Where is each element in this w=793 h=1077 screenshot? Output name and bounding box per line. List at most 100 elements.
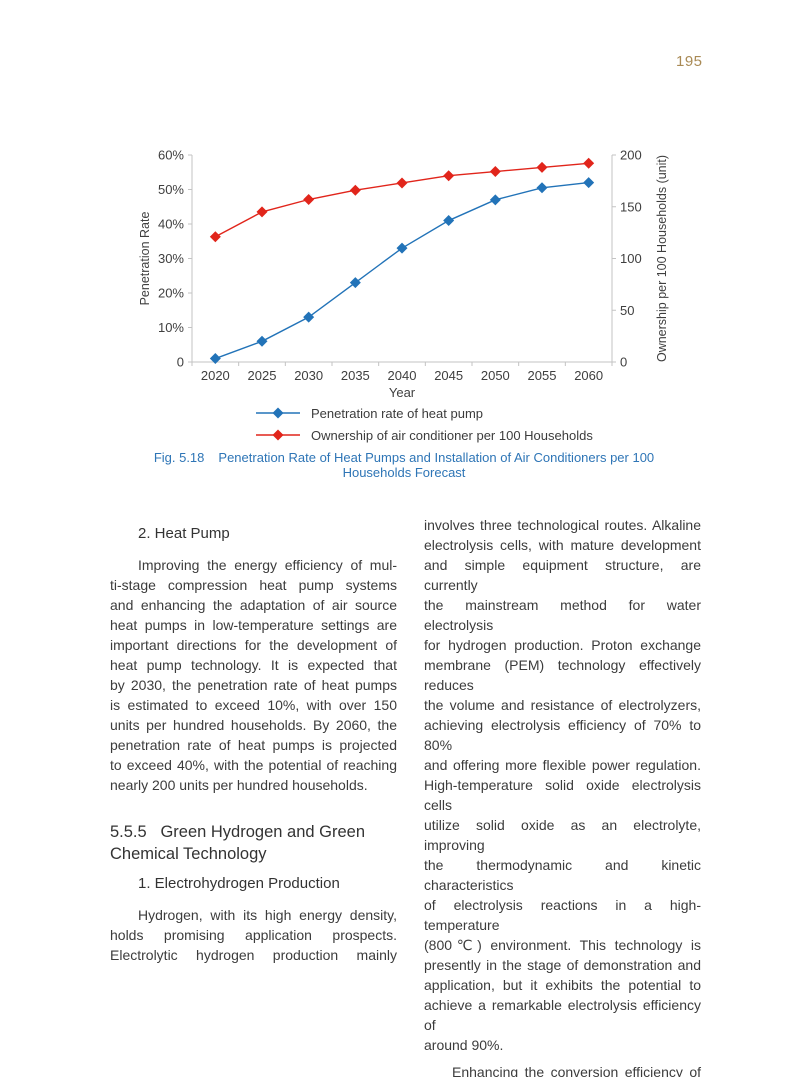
legend-label: Ownership of air conditioner per 100 Hou… bbox=[311, 427, 593, 443]
text-line: important directions for the development… bbox=[110, 637, 397, 653]
diamond-marker-icon bbox=[536, 182, 548, 194]
diamond-marker-icon bbox=[349, 277, 361, 289]
diamond-marker-icon bbox=[443, 170, 455, 182]
series-heat-pump bbox=[209, 177, 595, 365]
diamond-marker-icon bbox=[583, 177, 595, 189]
diamond-marker-icon bbox=[256, 335, 268, 347]
diamond-marker-icon bbox=[303, 194, 315, 206]
text-line: Hydrogen, with its high energy density, bbox=[138, 907, 397, 923]
diamond-marker-icon bbox=[489, 166, 501, 178]
text-line: 5.5.5 Green Hydrogen and Green bbox=[110, 823, 365, 841]
right-axis-tick-label: 0 bbox=[620, 355, 627, 370]
paragraph-hydrogen-density: Hydrogen, with its high energy density, h… bbox=[110, 905, 397, 965]
diamond-marker-icon bbox=[349, 184, 361, 196]
x-axis-tick-label: 2055 bbox=[528, 368, 557, 383]
text-line: nearly 200 units per hundred households. bbox=[110, 777, 368, 793]
right-axis-tick-label: 100 bbox=[620, 251, 642, 266]
x-axis-tick-label: 2035 bbox=[341, 368, 370, 383]
left-column: 2. Heat Pump Improving the energy effici… bbox=[110, 515, 397, 965]
text-line: to exceed 40%, with the potential of rea… bbox=[110, 757, 397, 773]
legend-diamond-marker-icon bbox=[256, 407, 300, 419]
diamond-marker-icon bbox=[583, 157, 595, 169]
text-line: units per hundred households. By 2060, t… bbox=[110, 717, 397, 733]
diamond-marker-icon bbox=[443, 215, 455, 227]
right-axis-tick-label: 150 bbox=[620, 199, 642, 214]
x-axis-tick-label: 2040 bbox=[388, 368, 417, 383]
left-axis-tick-label: 20% bbox=[158, 286, 184, 301]
dual-axis-line-chart: 0 10% 20% 30% 40% 50% 60% 0 50 100 150 200 2020 2025 2… bbox=[138, 148, 669, 401]
text-line: and enhancing the adaptation of air sour… bbox=[110, 597, 397, 613]
diamond-marker-icon bbox=[303, 311, 315, 323]
text-line: heat pump technology. It is expected tha… bbox=[110, 657, 397, 673]
left-axis-tick-label: 40% bbox=[158, 217, 184, 232]
text-line: presently in the stage of demonstration … bbox=[424, 957, 701, 973]
text-line: the mainstream method for water electrol… bbox=[424, 597, 701, 633]
text-line: achieving electrolysis efficiency of 70%… bbox=[424, 717, 701, 753]
diamond-marker-icon bbox=[396, 242, 408, 254]
diamond-marker-icon bbox=[536, 161, 548, 173]
x-axis-tick-label: 2020 bbox=[201, 368, 230, 383]
text-line: ti-stage compression heat pump systems bbox=[110, 577, 397, 593]
right-axis-title: Ownership per 100 Households (unit) bbox=[655, 155, 669, 362]
text-line: electrolysis cells, with mature developm… bbox=[424, 537, 701, 553]
legend-item: Penetration rate of heat pump bbox=[255, 402, 678, 424]
text-line: (800℃) environment. This technology is bbox=[424, 937, 701, 953]
paragraph-enhancing-efficiency: Enhancing the conversion efficiency ofva… bbox=[424, 1062, 701, 1077]
text-line: holds promising application prospects. bbox=[110, 927, 397, 943]
text-line: Electrolytic hydrogen production mainly bbox=[110, 947, 397, 963]
x-axis-tick-label: 2025 bbox=[248, 368, 277, 383]
text-line: application, but it exhibits the potenti… bbox=[424, 977, 701, 993]
legend-diamond-marker-icon bbox=[256, 429, 300, 441]
text-line: the volume and resistance of electrolyze… bbox=[424, 697, 701, 713]
text-line: Chemical Technology bbox=[110, 845, 267, 863]
text-line: High-temperature solid oxide electrolysi… bbox=[424, 777, 701, 813]
text-line: by 2030, the penetration rate of heat pu… bbox=[110, 677, 397, 693]
text-line: involves three technological routes. Alk… bbox=[424, 517, 701, 533]
legend-label: Penetration rate of heat pump bbox=[311, 405, 484, 421]
text-line: penetration rate of heat pumps is projec… bbox=[110, 737, 397, 753]
paragraph-heat-pump: Improving the energy efficiency of mul-t… bbox=[110, 555, 397, 795]
page-number: 195 bbox=[676, 53, 703, 70]
x-axis-tick-label: 2030 bbox=[294, 368, 323, 383]
chart-legend: Penetration rate of heat pump Ownership o… bbox=[255, 402, 678, 446]
figure-5-18: 0 10% 20% 30% 40% 50% 60% 0 50 100 150 200 2020 2025 2… bbox=[130, 148, 678, 481]
text-line: achieve a remarkable electrolysis effici… bbox=[424, 997, 701, 1033]
text-line: utilize solid oxide as an electrolyte, i… bbox=[424, 817, 701, 853]
section-heading-green-hydrogen: 5.5.5 Green Hydrogen and Green Chemical T… bbox=[110, 821, 397, 865]
diamond-marker-icon bbox=[396, 177, 408, 189]
x-axis-tick-label: 2050 bbox=[481, 368, 510, 383]
figure-caption: Fig. 5.18 Penetration Rate of Heat Pumps … bbox=[130, 450, 678, 480]
x-axis-tick-label: 2060 bbox=[574, 368, 603, 383]
right-column: involves three technological routes. Alk… bbox=[424, 515, 701, 1077]
text-line: is estimated to exceed 10%, with over 15… bbox=[110, 697, 397, 713]
text-line: membrane (PEM) technology effectively re… bbox=[424, 657, 701, 693]
figure-caption-text: Penetration Rate of Heat Pumps and Insta… bbox=[218, 450, 655, 480]
x-axis-tick-label: 2045 bbox=[434, 368, 463, 383]
figure-caption-label: Fig. 5.18 bbox=[153, 450, 205, 465]
left-axis-title: Penetration Rate bbox=[138, 212, 152, 306]
left-axis-tick-label: 0 bbox=[177, 355, 184, 370]
heading-electrohydrogen-production: 1. Electrohydrogen Production bbox=[138, 875, 340, 892]
diamond-marker-icon bbox=[209, 231, 221, 243]
heading-heat-pump: 2. Heat Pump bbox=[138, 525, 230, 542]
text-line: for hydrogen production. Proton exchange bbox=[424, 637, 701, 653]
left-axis-tick-label: 50% bbox=[158, 182, 184, 197]
x-axis-title: Year bbox=[389, 385, 416, 400]
legend-item: Ownership of air conditioner per 100 Hou… bbox=[255, 424, 678, 446]
text-line: heat pumps in low-temperature settings a… bbox=[110, 617, 397, 633]
text-line: of electrolysis reactions in a high-temp… bbox=[424, 897, 701, 933]
text-line: the thermodynamic and kinetic characteri… bbox=[424, 857, 701, 893]
paragraph-electrolysis-routes: involves three technological routes. Alk… bbox=[424, 515, 701, 1055]
left-axis-tick-label: 30% bbox=[158, 251, 184, 266]
text-line: around 90%. bbox=[424, 1037, 504, 1053]
text-line: Improving the energy efficiency of mul- bbox=[138, 557, 397, 573]
text-line: and offering more flexible power regulat… bbox=[424, 757, 701, 773]
text-line: Enhancing the conversion efficiency of bbox=[452, 1064, 701, 1077]
diamond-marker-icon bbox=[256, 206, 268, 218]
left-axis-tick-label: 10% bbox=[158, 320, 184, 335]
right-axis-tick-label: 200 bbox=[620, 148, 642, 163]
left-axis-tick-label: 60% bbox=[158, 148, 184, 163]
diamond-marker-icon bbox=[489, 194, 501, 206]
diamond-marker-icon bbox=[209, 353, 221, 365]
